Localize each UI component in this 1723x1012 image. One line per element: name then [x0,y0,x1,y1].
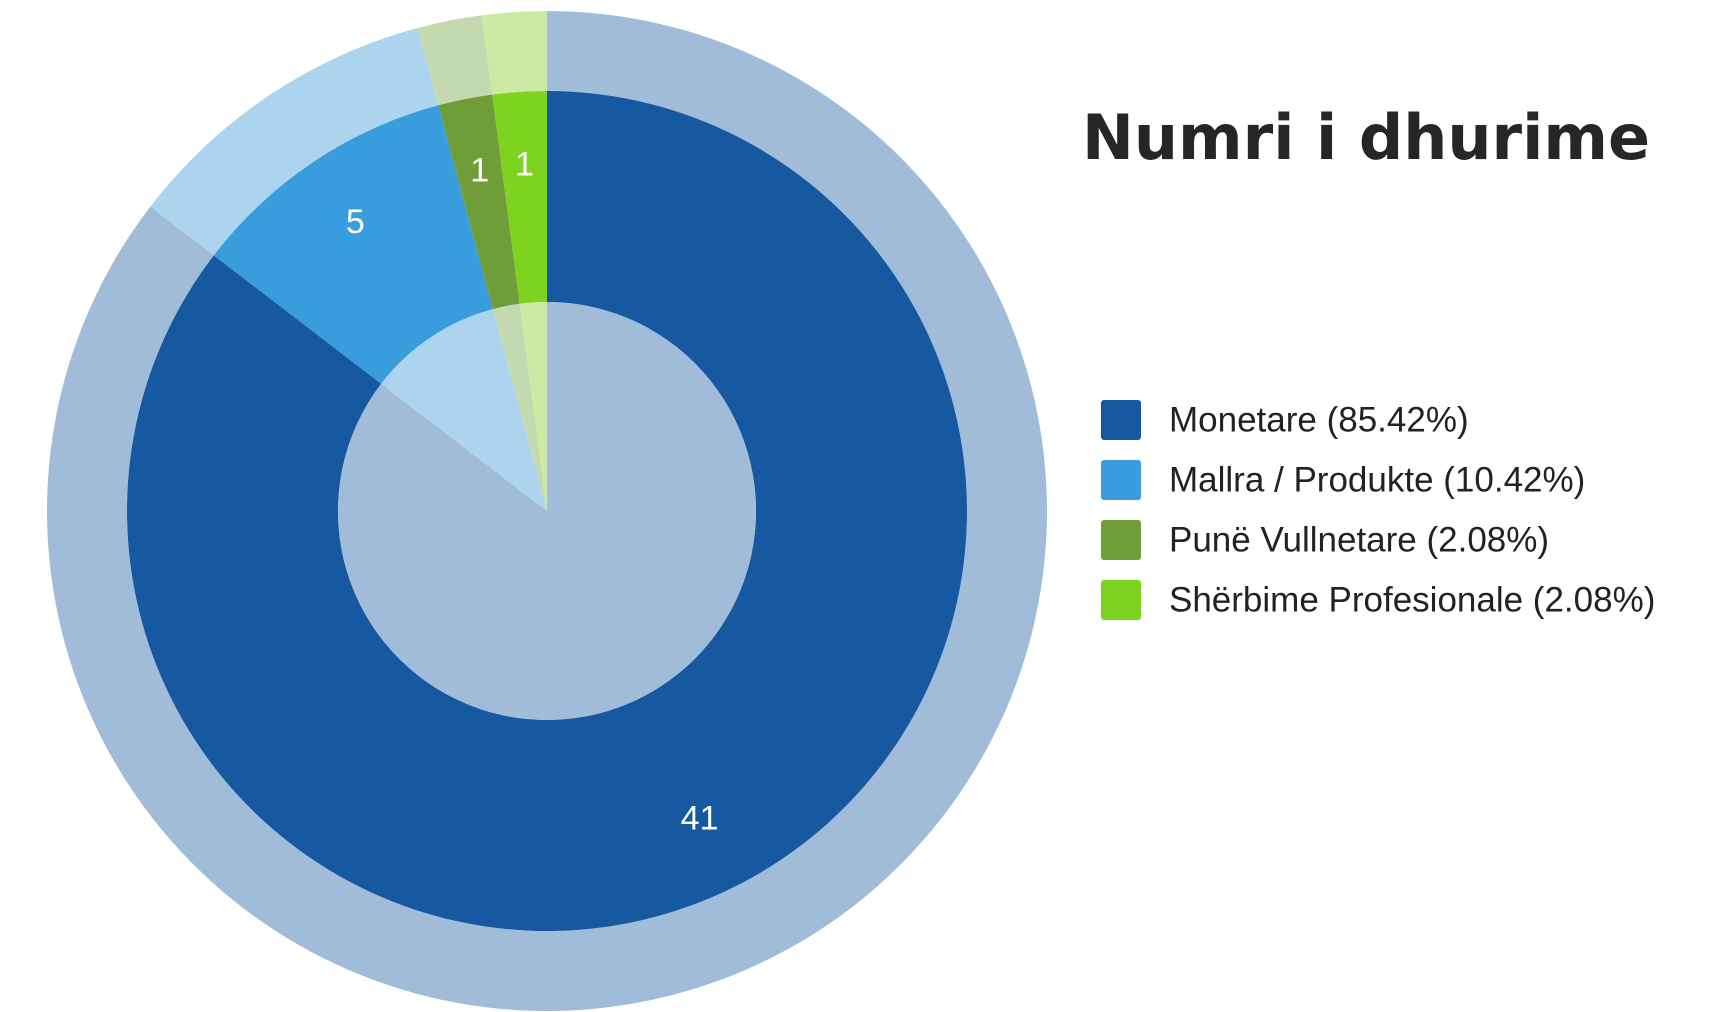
chart-title: Numri i dhurime [1082,101,1650,174]
outer-halo [150,28,439,256]
donut-slice [127,91,968,931]
donut-slice [492,91,547,304]
legend-label: Monetare (85.42%) [1169,400,1469,439]
legend-swatch [1101,460,1141,500]
data-label: 1 [470,152,489,190]
outer-halo [417,15,493,106]
legend-swatch [1101,400,1141,440]
legend-swatch [1101,580,1141,620]
donut-slice [438,94,520,310]
data-label: 1 [515,146,534,184]
inner-halo [519,302,547,511]
outer-halo [481,11,547,95]
data-label: 5 [346,203,365,241]
legend-label: Shërbime Profesionale (2.08%) [1169,580,1655,619]
inner-halo [381,309,547,511]
donut-slice [213,105,493,384]
data-label: 41 [681,799,719,837]
legend-label: Punë Vullnetare (2.08%) [1169,520,1549,559]
inner-halo [492,303,547,511]
legend-label: Mallra / Produkte (10.42%) [1169,460,1585,499]
legend-swatch [1101,520,1141,560]
